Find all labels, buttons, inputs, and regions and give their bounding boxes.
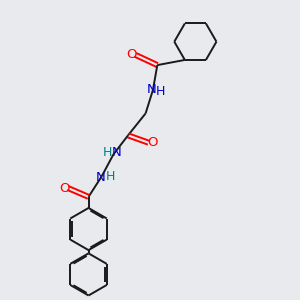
Text: H: H (106, 170, 115, 183)
Text: H: H (156, 85, 165, 98)
Text: O: O (147, 136, 158, 149)
Text: N: N (95, 171, 105, 184)
Text: N: N (112, 146, 121, 159)
Text: O: O (126, 48, 137, 62)
Text: N: N (147, 83, 156, 97)
Text: H: H (102, 146, 112, 159)
Text: O: O (59, 182, 70, 195)
